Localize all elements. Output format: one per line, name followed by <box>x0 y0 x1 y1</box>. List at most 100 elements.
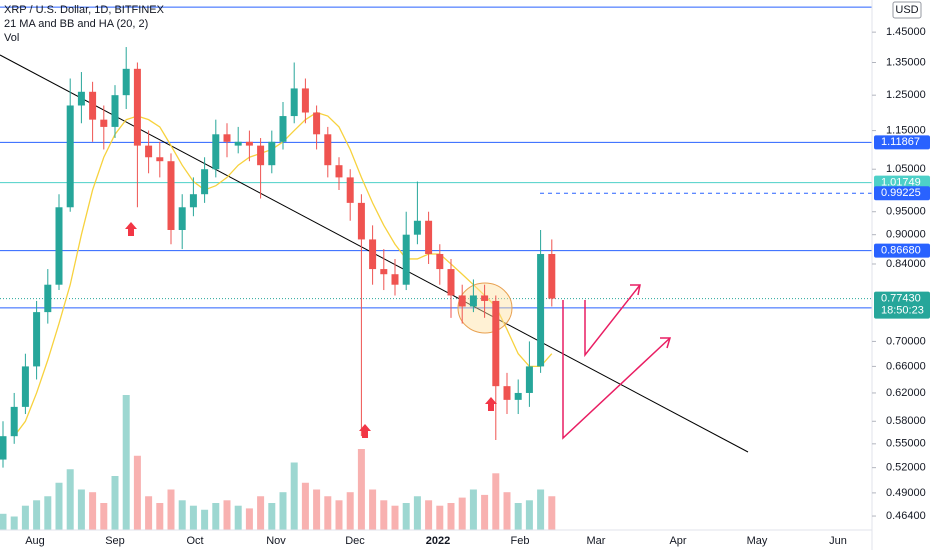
candle-body <box>290 88 298 117</box>
last-price-label: 0.77430 <box>881 292 921 304</box>
level-label: 0.86680 <box>881 245 921 257</box>
volume-bar <box>548 496 556 530</box>
volume-bar <box>234 505 242 530</box>
x-tick-label: Feb <box>511 535 530 547</box>
candle-body <box>201 169 209 195</box>
volume-bar <box>380 500 388 530</box>
volume-bar <box>201 509 209 530</box>
candle-body <box>55 207 63 285</box>
x-tick-label: Aug <box>25 535 45 547</box>
x-tick-label: Nov <box>266 535 286 547</box>
y-tick-label: 1.15000 <box>886 124 926 136</box>
candle-body <box>313 112 321 135</box>
volume-bar <box>89 492 97 530</box>
y-tick-label: 0.52000 <box>886 462 926 474</box>
volume-bar <box>167 489 175 530</box>
candle-body <box>301 88 309 113</box>
volume-bar <box>290 462 298 530</box>
volume-bar <box>324 496 332 530</box>
y-axis: 1.45000 1.35000 1.25000 1.15000 1.05000 0.950… <box>872 26 930 522</box>
volume-bar <box>481 494 489 530</box>
y-tick-label: 1.35000 <box>886 56 926 68</box>
volume-bar <box>0 513 7 530</box>
level-label: 0.99225 <box>881 187 921 199</box>
y-tick-label: 0.46400 <box>886 510 926 522</box>
y-tick-label: 0.49000 <box>886 487 926 499</box>
y-tick-label: 0.58000 <box>886 415 926 427</box>
volume-bar <box>44 496 52 530</box>
candle-body <box>425 220 433 254</box>
candle-body <box>492 300 500 387</box>
y-tick-label: 0.55000 <box>886 438 926 450</box>
candle-body <box>77 91 85 106</box>
volume-bar <box>425 500 433 530</box>
candle-body <box>21 366 29 407</box>
candle-body <box>369 239 377 270</box>
candle-body <box>189 194 197 208</box>
volume-bar <box>245 508 253 530</box>
y-tick-label: 1.25000 <box>886 89 926 101</box>
candle-body <box>324 134 332 166</box>
candle-body <box>436 253 444 270</box>
up-arrow <box>485 397 497 411</box>
volume-bar <box>503 492 511 530</box>
y-tick-label: 1.45000 <box>886 26 926 38</box>
candle-body <box>10 406 18 437</box>
candle-body <box>167 161 175 230</box>
candle-body <box>223 134 231 142</box>
volume-bar <box>346 492 354 530</box>
title: XRP / U.S. Dollar, 1D, BITFINEX <box>4 4 165 16</box>
volume-bar <box>66 469 74 530</box>
candle-body <box>447 269 455 296</box>
y-tick-label: 0.70000 <box>886 335 926 347</box>
volume-bar <box>111 476 119 530</box>
volume-bar <box>189 505 197 530</box>
volume-bar <box>537 489 545 530</box>
x-tick-label: Sep <box>105 535 125 547</box>
candle-body <box>458 295 466 307</box>
candle-body <box>346 177 354 203</box>
candle-body <box>156 157 164 162</box>
volume-bar <box>279 492 287 530</box>
up-arrow <box>359 424 371 438</box>
level-label-box <box>874 175 930 190</box>
candle-body <box>245 141 253 146</box>
volume-pane <box>0 395 556 530</box>
candle-body <box>503 386 511 400</box>
volume-bar <box>391 505 399 530</box>
x-tick-label: 2022 <box>426 535 450 547</box>
volume-bar <box>257 496 265 530</box>
last-price-box <box>874 291 930 319</box>
candle-body <box>257 145 265 166</box>
volume-bar <box>413 496 421 530</box>
level-label: 1.01749 <box>881 176 921 188</box>
candle-body <box>133 68 141 146</box>
volume-bar <box>335 500 343 530</box>
currency-box[interactable] <box>892 1 922 19</box>
indicator: 21 MA and BB and HA (20, 2) <box>4 18 148 30</box>
currency[interactable]: USD <box>895 4 918 16</box>
candle-body <box>413 220 421 235</box>
volume-bar <box>10 516 18 530</box>
x-tick-label: Mar <box>587 535 606 547</box>
candle-body <box>89 91 97 120</box>
level-label-box <box>874 135 930 150</box>
x-tick-label: May <box>747 535 768 547</box>
candle-body <box>525 366 533 393</box>
candle-body <box>537 253 545 367</box>
y-tick-label: 0.95000 <box>886 206 926 218</box>
volume-bar <box>469 489 477 530</box>
candle-body <box>111 95 119 127</box>
candle-body <box>100 119 108 127</box>
candle-body <box>357 202 365 240</box>
candle-body <box>33 312 41 367</box>
level-label-box <box>874 243 930 258</box>
y-tick-label: 0.62000 <box>886 387 926 399</box>
volume-bar <box>357 449 365 530</box>
volume-bar <box>447 503 455 530</box>
level-label-box <box>874 186 930 201</box>
x-tick-label: Jun <box>829 535 847 547</box>
volume-label: Vol <box>4 32 19 44</box>
x-tick-label: Oct <box>186 535 203 547</box>
